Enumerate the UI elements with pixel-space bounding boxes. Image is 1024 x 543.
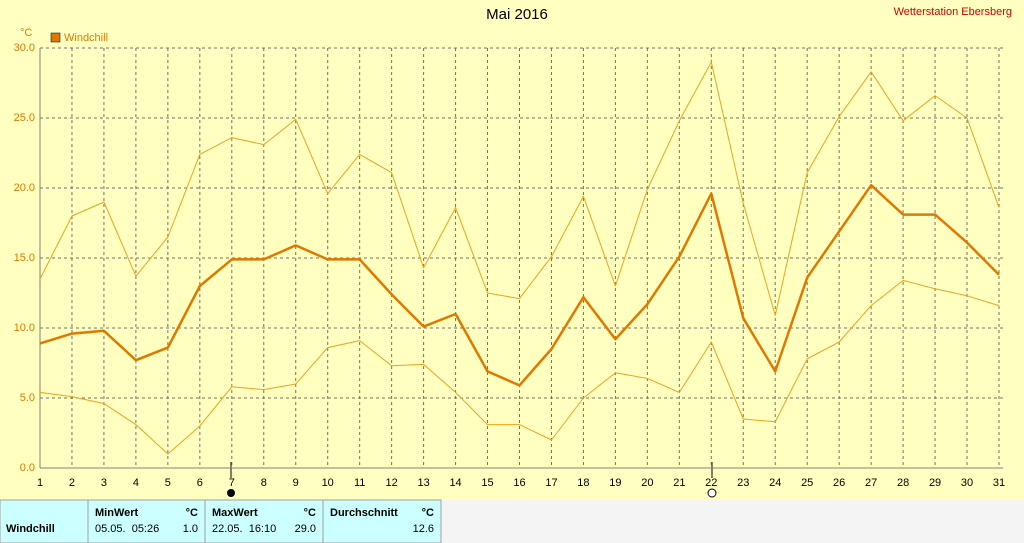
- x-tick-label: 29: [929, 477, 941, 489]
- y-tick-label: 20.0: [14, 182, 35, 194]
- plot-background: [0, 0, 1024, 500]
- legend: Windchill: [50, 32, 108, 44]
- x-tick-label: 17: [545, 477, 557, 489]
- series-line: [39, 279, 1000, 455]
- y-unit: °C: [20, 27, 32, 39]
- legend-label: Windchill: [64, 32, 108, 44]
- x-tick-label: 1: [37, 477, 43, 489]
- chart-title: Mai 2016: [486, 6, 548, 23]
- x-tick-label: 9: [293, 477, 299, 489]
- x-tick-label: 25: [801, 477, 813, 489]
- x-tick-label: 21: [673, 477, 685, 489]
- series-line: [39, 183, 1000, 387]
- table-value: 12.6: [413, 523, 434, 535]
- table-cells: MinWert °C 05.05. 05:26 1.0 MaxWert °C 22.05. …: [95, 507, 434, 535]
- x-tick-label: 23: [737, 477, 749, 489]
- x-tick-label: 16: [513, 477, 525, 489]
- x-tick-label: 7: [229, 477, 235, 489]
- summary-table: [0, 499, 442, 543]
- x-tick-label: 8: [261, 477, 267, 489]
- y-tick-label: 0.0: [20, 462, 35, 474]
- table-unit: °C: [422, 507, 434, 519]
- legend-swatch: [50, 32, 61, 43]
- x-tick-label: 5: [165, 477, 171, 489]
- row-label: Windchill: [6, 523, 55, 535]
- x-tick-label: 3: [101, 477, 107, 489]
- x-tick-label: 22: [705, 477, 717, 489]
- x-tick-label: 18: [577, 477, 589, 489]
- table-unit: °C: [186, 507, 198, 519]
- x-tick-label: 13: [417, 477, 429, 489]
- x-tick-label: 10: [322, 477, 334, 489]
- x-tick-label: 30: [961, 477, 973, 489]
- x-tick-label: 26: [833, 477, 845, 489]
- table-unit: °C: [304, 507, 316, 519]
- y-tick-label: 25.0: [14, 112, 35, 124]
- station-name: Wetterstation Ebersberg: [894, 6, 1012, 18]
- x-tick-label: 11: [354, 477, 365, 489]
- x-tick-label: 2: [69, 477, 75, 489]
- x-tick-label: 14: [449, 477, 461, 489]
- table-header: MinWert: [95, 507, 139, 519]
- x-tick-label: 28: [897, 477, 909, 489]
- x-tick-label: 31: [993, 477, 1005, 489]
- y-tick-label: 5.0: [20, 392, 35, 404]
- table-time: 05.05. 05:26: [95, 523, 159, 535]
- x-tick-label: 15: [481, 477, 493, 489]
- table-value: 29.0: [295, 523, 316, 535]
- min-marker: [227, 489, 235, 497]
- x-tick-label: 24: [769, 477, 781, 489]
- table-header: Durchschnitt: [330, 507, 398, 519]
- series-line: [39, 61, 1000, 316]
- x-tick-label: 27: [865, 477, 877, 489]
- x-tick-label: 20: [641, 477, 653, 489]
- x-tick-label: 12: [386, 477, 398, 489]
- x-tick-label: 4: [133, 477, 139, 489]
- max-marker: [707, 488, 717, 498]
- x-tick-label: 6: [197, 477, 203, 489]
- y-tick-label: 15.0: [14, 252, 35, 264]
- table-header: MaxWert: [212, 507, 258, 519]
- x-tick-label: 19: [609, 477, 621, 489]
- table-value: 1.0: [183, 523, 198, 535]
- table-time: 22.05. 16:10: [212, 523, 276, 535]
- y-tick-label: 30.0: [14, 42, 35, 54]
- y-tick-label: 10.0: [14, 322, 35, 334]
